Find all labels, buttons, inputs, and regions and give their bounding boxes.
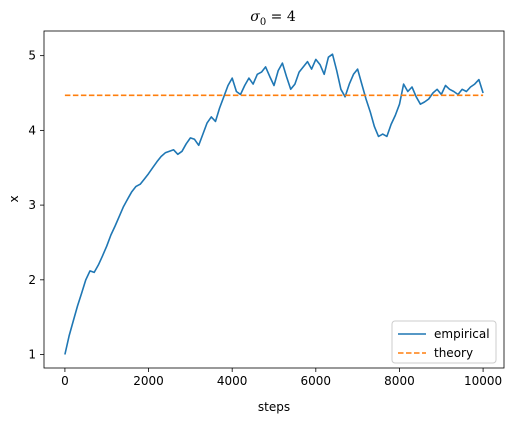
x-tick-label: 4000 bbox=[217, 374, 248, 388]
series-line-empirical bbox=[64, 53, 484, 355]
x-tick-label: 2000 bbox=[133, 374, 164, 388]
x-tick-label: 8000 bbox=[384, 374, 415, 388]
y-tick-label: 3 bbox=[28, 198, 36, 212]
series-layer bbox=[64, 53, 484, 355]
x-axis-label: steps bbox=[258, 400, 290, 414]
y-axis-ticks: 1 2 3 4 5 bbox=[28, 49, 44, 362]
x-axis-ticks: 0 2000 4000 6000 8000 10000 bbox=[61, 368, 502, 388]
y-tick-label: 1 bbox=[28, 348, 36, 362]
x-tick-label: 0 bbox=[61, 374, 69, 388]
legend: empirical theory bbox=[391, 320, 497, 364]
x-tick-label: 6000 bbox=[301, 374, 332, 388]
chart-title-value: = 4 bbox=[266, 9, 296, 25]
legend-label-theory: theory bbox=[434, 346, 473, 360]
y-tick-label: 4 bbox=[28, 123, 36, 137]
chart-title-subscript: 0 bbox=[260, 17, 266, 28]
y-axis-label: x bbox=[7, 195, 21, 202]
plot-area-frame bbox=[43, 30, 505, 369]
x-tick-label: 10000 bbox=[464, 374, 502, 388]
legend-label-empirical: empirical bbox=[434, 327, 490, 341]
chart-title-sigma: σ bbox=[250, 9, 260, 25]
y-tick-label: 2 bbox=[28, 273, 36, 287]
y-tick-label: 5 bbox=[28, 49, 36, 63]
chart-title: σ0 = 4 bbox=[250, 9, 296, 28]
